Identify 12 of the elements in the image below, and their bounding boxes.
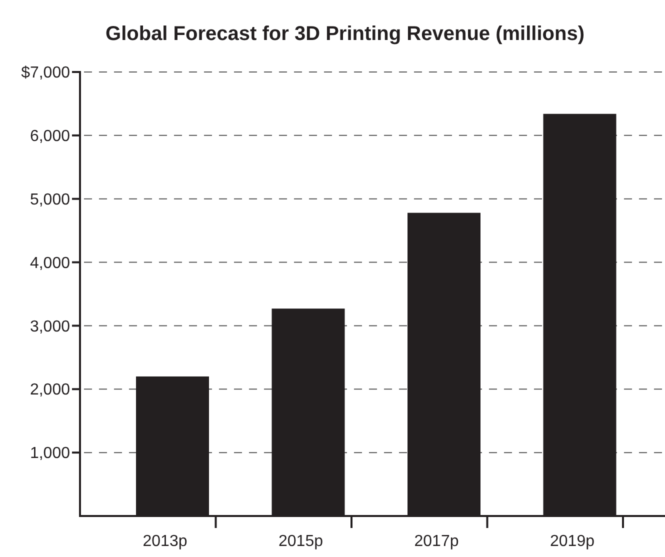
- x-tick-label: 2015p: [278, 533, 324, 550]
- chart-title: Global Forecast for 3D Printing Revenue (millions): [106, 23, 584, 45]
- y-tick-label: 5,000: [30, 191, 70, 208]
- y-tick-label: $7,000: [21, 64, 70, 82]
- y-tick-label: 6,000: [30, 128, 70, 146]
- x-tick-label: 2019p: [550, 533, 595, 550]
- y-tick-label: 4,000: [30, 254, 70, 272]
- y-tick-label: 3,000: [30, 318, 70, 336]
- y-tick-label: 2,000: [30, 382, 70, 399]
- y-tick-label: 1,000: [30, 445, 70, 462]
- x-tick-label: 2013p: [142, 533, 188, 550]
- x-tick-label: 2017p: [414, 533, 459, 550]
